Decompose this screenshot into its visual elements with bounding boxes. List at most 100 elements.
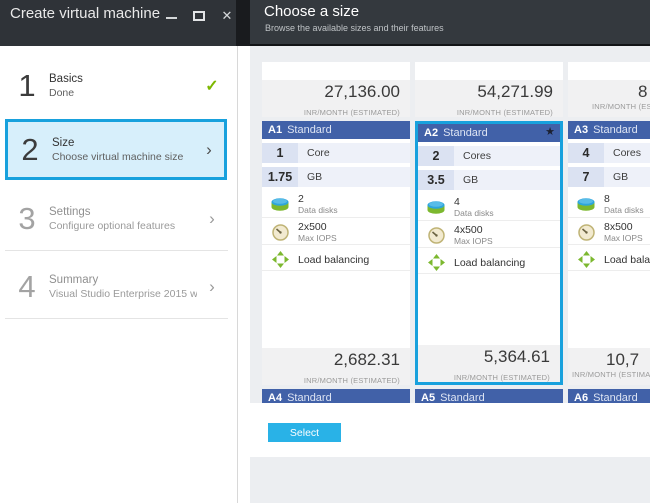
- step-title: Settings: [49, 205, 91, 218]
- step-settings[interactable]: 3 Settings Configure optional features ›: [5, 190, 227, 247]
- size-card-a1[interactable]: A1 Standard 1 Core 1.75 GB: [262, 121, 410, 385]
- step-number: 3: [18, 200, 36, 236]
- iops-value: 2x500: [298, 221, 327, 233]
- disk-stack-icon: [418, 199, 454, 217]
- price-strip: 5,364.61 INR/MONTH (ESTIMATED): [418, 345, 560, 382]
- partial-card-above[interactable]: 8 INR/MONTH (ESTIMATED): [568, 62, 650, 117]
- price-strip: 8 INR/MONTH (ESTIMATED): [568, 80, 650, 117]
- iops-label: Max IOPS: [604, 233, 643, 243]
- card-header: A5 Standard: [415, 389, 563, 407]
- disks-value: 2: [298, 193, 304, 205]
- price-value: 10,7: [606, 350, 640, 369]
- wizard-panel: 1 Basics Done ✓ 2 Size Choose virtual ma…: [0, 46, 250, 503]
- card-header: A4 Standard: [262, 389, 410, 407]
- window-title: Create virtual machine: [10, 5, 161, 22]
- load-balancing-row: Load balancing: [262, 249, 410, 271]
- blade-title: Choose a size: [264, 3, 360, 20]
- data-disks-row: 4 Data disks: [418, 195, 560, 221]
- size-tier: Standard: [440, 392, 485, 404]
- price-strip: 54,271.99 INR/MONTH (ESTIMATED): [415, 80, 563, 117]
- price-unit-label: INR/MONTH (ESTIMATED): [456, 108, 553, 117]
- price-unit-label: INR/MONTH (ESTIMATED): [453, 373, 550, 382]
- divider: [5, 318, 228, 319]
- close-button[interactable]: ✕: [221, 8, 233, 23]
- step-title: Summary: [49, 273, 99, 286]
- cores-value: 4: [568, 143, 604, 163]
- blade-footer: Select: [250, 403, 650, 457]
- size-tier: Standard: [593, 392, 638, 404]
- select-button[interactable]: Select: [268, 423, 341, 442]
- step-number: 1: [18, 68, 36, 103]
- blade-header: Choose a size Browse the available sizes…: [250, 0, 650, 46]
- size-name: A6: [574, 392, 589, 404]
- size-column: 27,136.00 INR/MONTH (ESTIMATED) A1 Stand…: [262, 62, 410, 455]
- load-balancing-label: Load balancing: [298, 253, 370, 266]
- window-titlebar: Create virtual machine ✕: [0, 0, 236, 46]
- step-number: 4: [18, 268, 36, 304]
- step-basics[interactable]: 1 Basics Done ✓: [5, 58, 227, 114]
- price-unit-label: INR/MONTH (ESTIMATED): [303, 376, 400, 385]
- panel-edge: [237, 46, 238, 503]
- gauge-icon: [262, 224, 298, 242]
- size-tier: Standard: [287, 124, 332, 136]
- cores-value: 1: [262, 143, 298, 163]
- size-card-a2-selected[interactable]: A2 Standard ★ 2 Cores 3.5 GB: [415, 121, 563, 385]
- partial-card-above[interactable]: 27,136.00 INR/MONTH (ESTIMATED): [262, 62, 410, 117]
- price-value: 8: [638, 82, 648, 101]
- memory-value: 3.5: [418, 170, 454, 190]
- data-disks-row: 8 Data disks: [568, 192, 650, 218]
- cores-label: Core: [298, 143, 410, 163]
- step-size[interactable]: 2 Size Choose virtual machine size ›: [5, 119, 227, 180]
- maximize-button[interactable]: [190, 8, 208, 24]
- blade-subtitle: Browse the available sizes and their fea…: [265, 23, 444, 33]
- price-strip: 2,682.31 INR/MONTH (ESTIMATED): [262, 348, 410, 385]
- load-balancing-row: Load balancing: [568, 249, 650, 271]
- iops-value: 8x500: [604, 221, 633, 233]
- minimize-button[interactable]: [162, 8, 180, 24]
- load-balancing-row: Load balancing: [418, 252, 560, 274]
- price-unit-label: INR/MONTH (ESTIMATED): [592, 102, 650, 111]
- step-subtitle: Done: [49, 87, 75, 99]
- disks-label: Data disks: [604, 205, 644, 215]
- load-balancing-icon: [418, 253, 454, 272]
- divider: [5, 250, 228, 251]
- size-tier: Standard: [443, 127, 488, 139]
- disks-value: 4: [454, 196, 460, 208]
- memory-value: 1.75: [262, 167, 298, 187]
- size-tier: Standard: [593, 124, 638, 136]
- load-balancing-label: Load balancing: [454, 256, 526, 269]
- size-name: A2: [424, 127, 439, 139]
- star-icon[interactable]: ★: [545, 126, 555, 138]
- step-subtitle: Configure optional features: [49, 219, 176, 232]
- size-tier: Standard: [287, 392, 332, 404]
- memory-row: 3.5 GB: [418, 170, 560, 190]
- load-balancing-label: Load balancing: [604, 253, 650, 266]
- memory-label: GB: [454, 170, 560, 190]
- price-value: 5,364.61: [483, 347, 550, 366]
- chevron-right-icon: ›: [209, 208, 215, 228]
- iops-label: Max IOPS: [298, 233, 337, 243]
- price-unit-label: INR/MONTH (ESTIMATED): [572, 370, 650, 379]
- iops-label: Max IOPS: [454, 236, 493, 246]
- price-strip: 10,7 INR/MONTH (ESTIMATED): [568, 348, 650, 385]
- max-iops-row: 8x500 Max IOPS: [568, 221, 650, 245]
- step-subtitle: Choose virtual machine size: [52, 150, 184, 163]
- memory-row: 1.75 GB: [262, 167, 410, 187]
- size-column: 8 INR/MONTH (ESTIMATED) A3 Standard 4 Co…: [568, 62, 650, 455]
- price-value: 2,682.31: [333, 350, 400, 369]
- size-card-a3[interactable]: A3 Standard 4 Cores 7 GB: [568, 121, 650, 385]
- step-summary[interactable]: 4 Summary Visual Studio Enterprise 2015 …: [5, 258, 227, 315]
- memory-row: 7 GB: [568, 167, 650, 187]
- size-name: A1: [268, 124, 283, 136]
- iops-value: 4x500: [454, 224, 483, 236]
- price-value: 27,136.00: [324, 82, 400, 101]
- cores-row: 4 Cores: [568, 143, 650, 163]
- card-body: 4 Cores 7 GB 8 Data disks: [568, 139, 650, 385]
- step-title: Basics: [49, 73, 83, 85]
- card-header: A6 Standard: [568, 389, 650, 407]
- partial-card-above[interactable]: 54,271.99 INR/MONTH (ESTIMATED): [415, 62, 563, 117]
- card-header: A3 Standard: [568, 121, 650, 139]
- disk-stack-icon: [262, 196, 298, 214]
- check-icon: ✓: [205, 78, 219, 95]
- step-subtitle: Visual Studio Enterprise 2015 wi...: [49, 287, 197, 300]
